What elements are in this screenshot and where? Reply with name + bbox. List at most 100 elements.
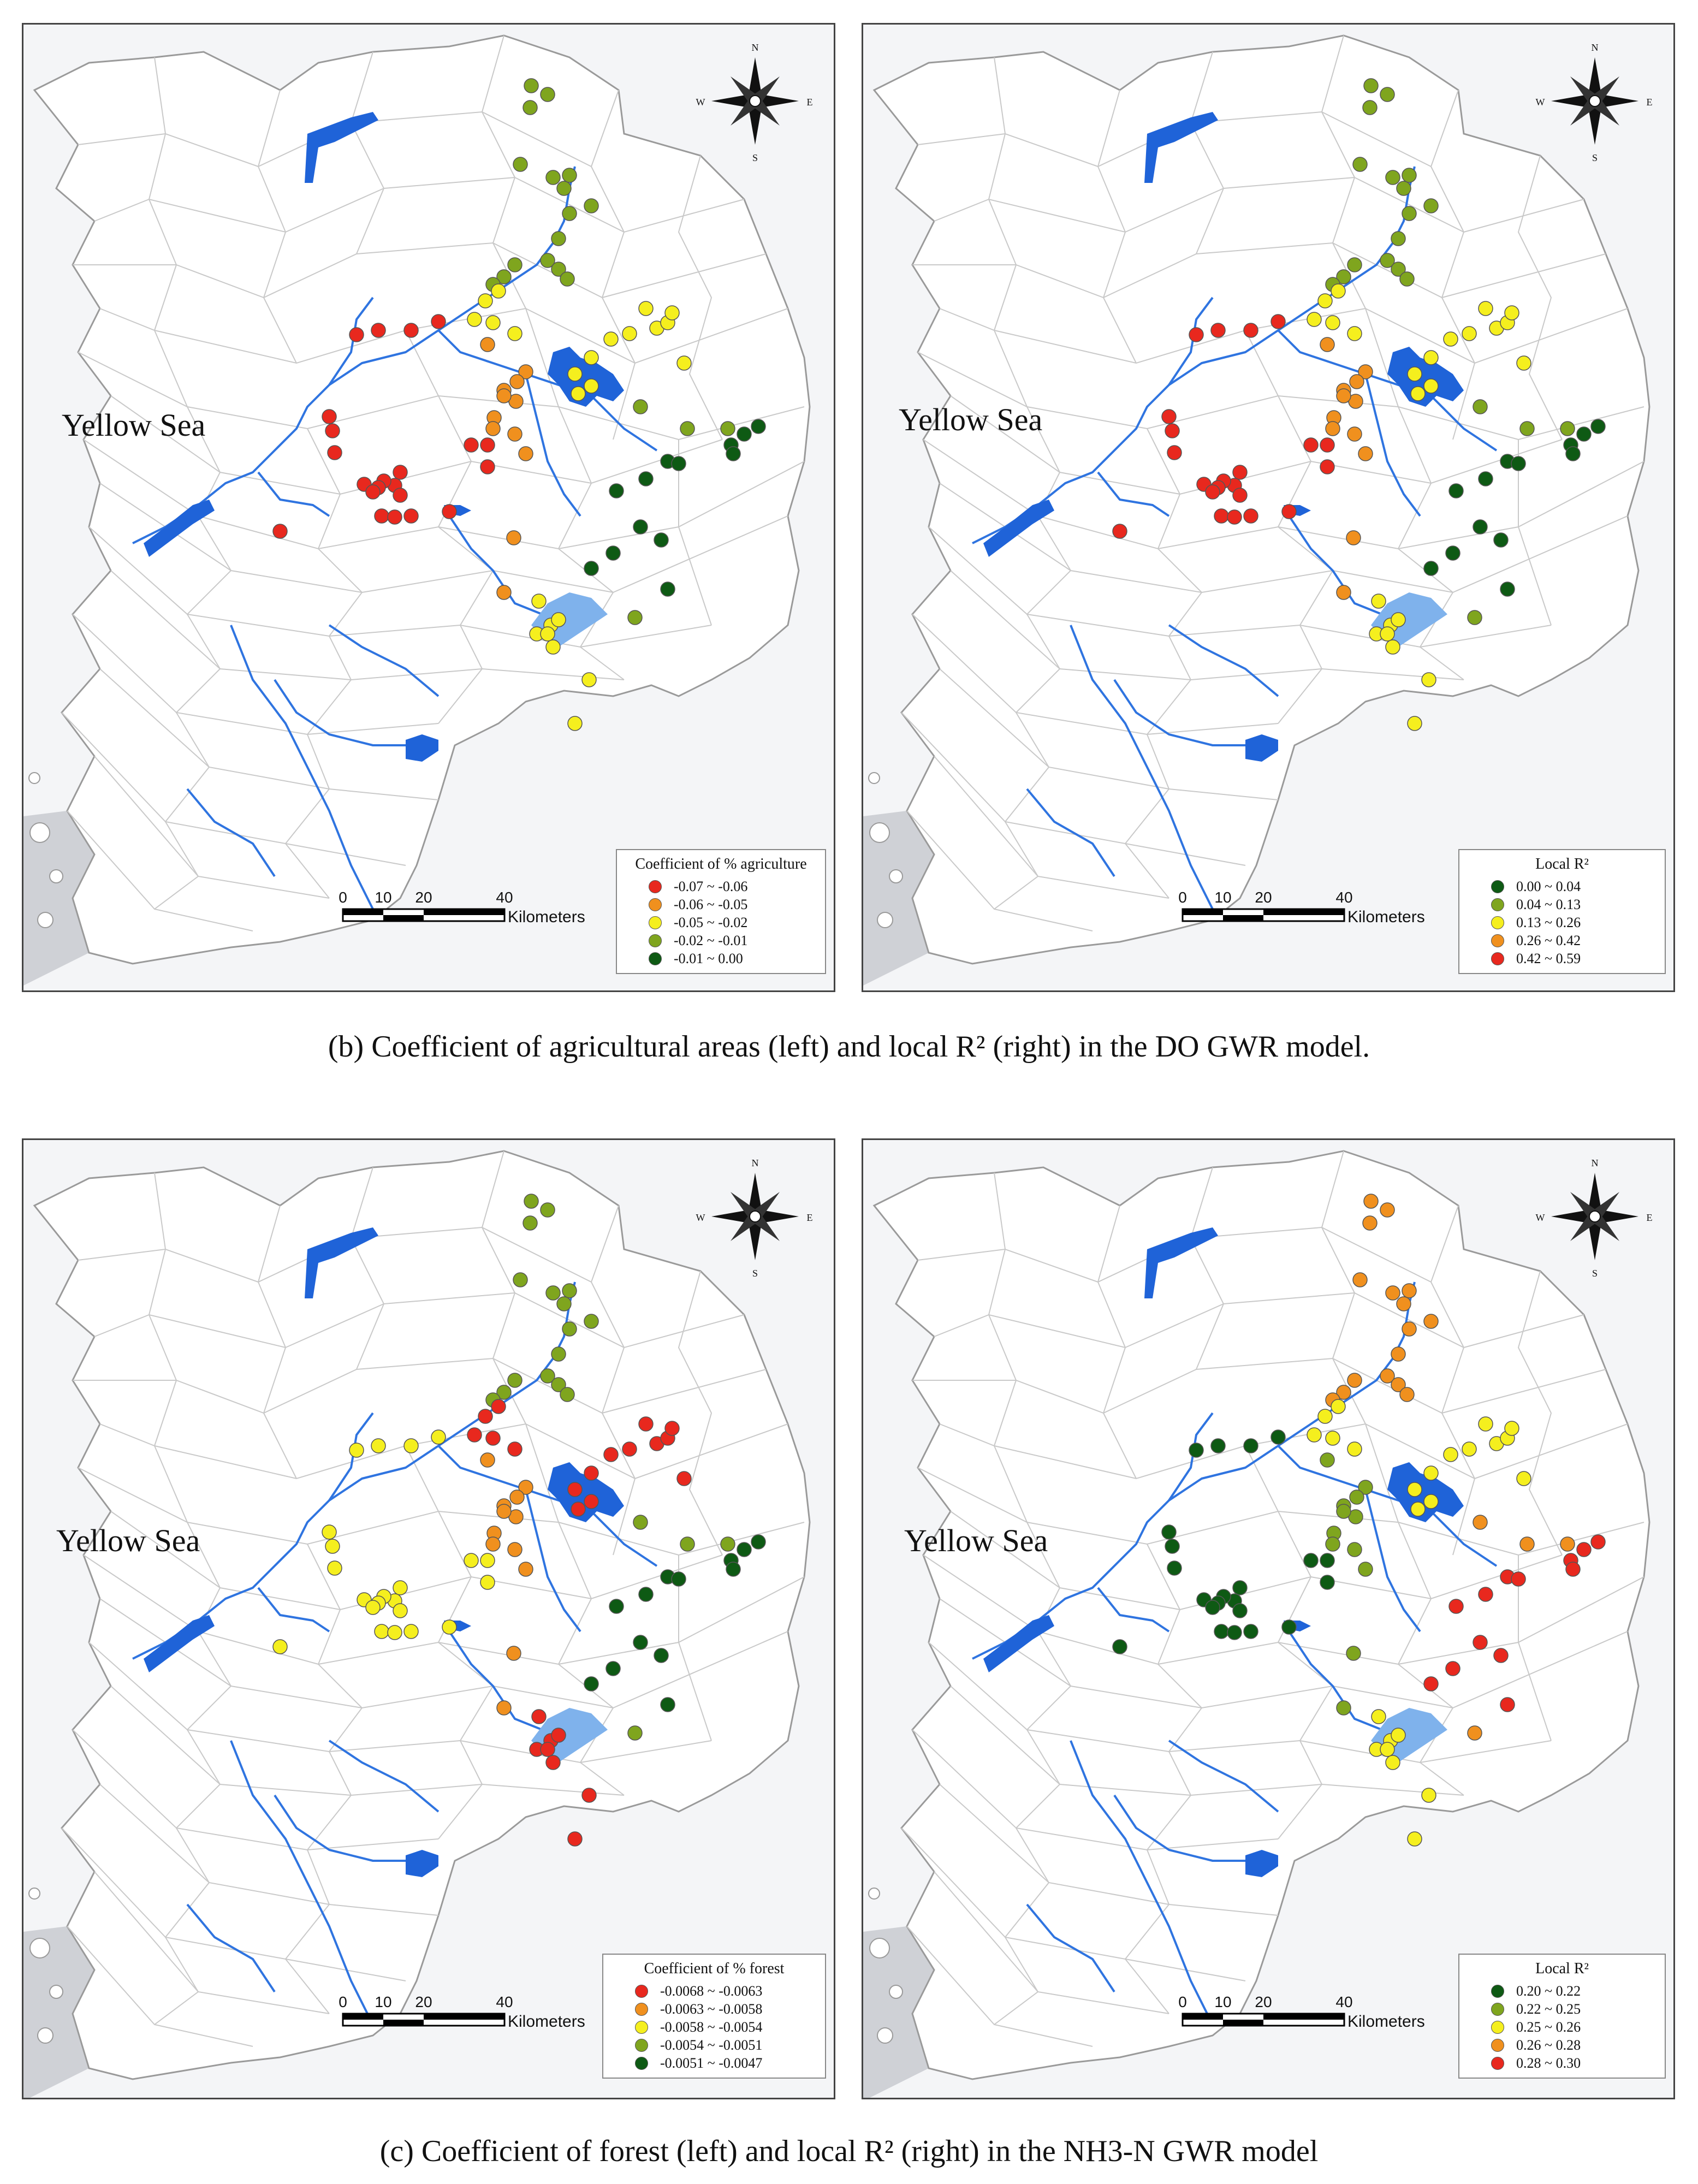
legend-label: 0.26 ~ 0.42 — [1516, 932, 1581, 948]
admin-boundary — [934, 176, 1584, 233]
admin-boundary — [88, 526, 712, 648]
site-point — [1112, 524, 1127, 539]
lake — [305, 1227, 378, 1298]
site-point — [737, 426, 752, 442]
compass-label-n: N — [752, 42, 759, 53]
site-point — [551, 612, 566, 627]
site-point — [1380, 1742, 1395, 1757]
site-point — [1363, 1194, 1379, 1209]
site-point — [1270, 314, 1286, 329]
admin-boundary — [1245, 330, 1279, 396]
river — [1168, 624, 1279, 697]
sea-area — [863, 1926, 934, 2098]
site-point — [584, 1494, 599, 1509]
legend-item: -0.05 ~ -0.02 — [627, 913, 815, 931]
site-point — [551, 1377, 566, 1392]
site-point — [1504, 1421, 1519, 1436]
site-point — [1214, 1624, 1229, 1639]
admin-boundary — [1124, 1544, 1203, 2014]
site-point — [1478, 1587, 1493, 1602]
legend-label: -0.01 ~ 0.00 — [674, 950, 743, 966]
map-panel-local-r2-nh3n: N S E W 0 10 20 40 Kilometers Yellow Sea Local R² 0… — [862, 1138, 1675, 2099]
site-point — [1331, 1399, 1346, 1414]
site-point — [1421, 1788, 1436, 1803]
site-point — [551, 1728, 566, 1743]
site-point — [627, 1725, 643, 1741]
site-point — [1380, 87, 1395, 102]
legend-label: 0.04 ~ 0.13 — [1516, 896, 1581, 912]
site-point — [1565, 446, 1581, 461]
site-point — [531, 594, 547, 609]
map-legend: Local R² 0.00 ~ 0.04 0.04 ~ 0.13 0.13 ~ 0.2… — [1458, 849, 1666, 974]
site-point — [1423, 1465, 1439, 1481]
site-point — [1448, 483, 1464, 498]
scale-unit-label: Kilometers — [1347, 2013, 1425, 2031]
site-point — [1407, 1831, 1422, 1847]
site-point — [1320, 1575, 1335, 1590]
admin-boundary — [939, 1784, 1279, 1916]
site-point — [1380, 626, 1395, 642]
site-point — [1281, 504, 1297, 519]
site-point — [1445, 1661, 1460, 1676]
legend-label: 0.13 ~ 0.26 — [1516, 914, 1581, 930]
legend-item: -0.0051 ~ -0.0047 — [613, 2054, 815, 2072]
river — [1097, 1587, 1170, 1633]
admin-boundary — [72, 1729, 439, 1851]
scale-tick-label: 20 — [1255, 1993, 1272, 2010]
site-point — [584, 1676, 599, 1692]
site-point — [1349, 374, 1364, 389]
compass-label-s: S — [752, 1268, 758, 1279]
river — [274, 1794, 417, 1862]
site-point — [1232, 1580, 1248, 1595]
site-point — [1243, 508, 1258, 524]
admin-boundary — [72, 614, 439, 735]
site-point — [545, 170, 561, 185]
admin-boundary — [939, 483, 1628, 594]
map-legend: Coefficient of % forest -0.0068 ~ -0.0063… — [602, 1954, 826, 2079]
site-point — [1336, 1385, 1351, 1400]
lake — [144, 500, 215, 557]
site-point — [1407, 716, 1422, 731]
site-point — [1391, 262, 1406, 277]
site-point — [1478, 301, 1493, 316]
site-point — [1399, 1387, 1415, 1402]
site-point — [1391, 231, 1406, 246]
map-canvas: N S E W 0 10 20 40 Kilometers — [23, 34, 813, 986]
site-point — [485, 1536, 501, 1552]
lake — [406, 1850, 438, 1877]
legend-item: -0.0068 ~ -0.0063 — [613, 1982, 815, 2000]
legend-item: 0.22 ~ 0.25 — [1469, 2000, 1655, 2018]
river — [1070, 1740, 1214, 2025]
admin-boundary — [939, 668, 1279, 800]
map-panel-agriculture-do: N S E W 0 10 20 40 Kilometers Yellow Sea Coefficie… — [22, 23, 835, 992]
site-point — [1423, 1494, 1439, 1509]
site-point — [491, 283, 506, 299]
site-point — [551, 262, 566, 277]
lake — [1387, 347, 1464, 407]
river — [1288, 515, 1382, 615]
site-point — [726, 446, 741, 461]
sea-area — [23, 811, 94, 986]
island — [49, 869, 63, 883]
site-point — [1303, 437, 1319, 453]
site-point — [393, 1580, 408, 1595]
site-point — [1358, 1480, 1373, 1495]
site-point — [1320, 1452, 1335, 1468]
site-point — [1210, 323, 1226, 338]
island — [877, 2027, 893, 2044]
site-point — [506, 530, 521, 545]
admin-boundary — [88, 1642, 712, 1764]
site-point — [1336, 1700, 1351, 1716]
site-point — [480, 437, 495, 453]
legend-swatch — [1491, 2056, 1504, 2070]
site-point — [393, 1603, 408, 1618]
site-point — [540, 626, 555, 642]
site-point — [322, 1524, 337, 1540]
legend-item: -0.06 ~ -0.05 — [627, 895, 815, 913]
site-point — [1500, 581, 1515, 597]
compass-label-n: N — [1592, 1158, 1599, 1168]
island — [28, 772, 40, 784]
site-point — [327, 1560, 342, 1576]
admin-boundary — [78, 111, 592, 168]
legend-item: 0.26 ~ 0.42 — [1469, 931, 1655, 949]
